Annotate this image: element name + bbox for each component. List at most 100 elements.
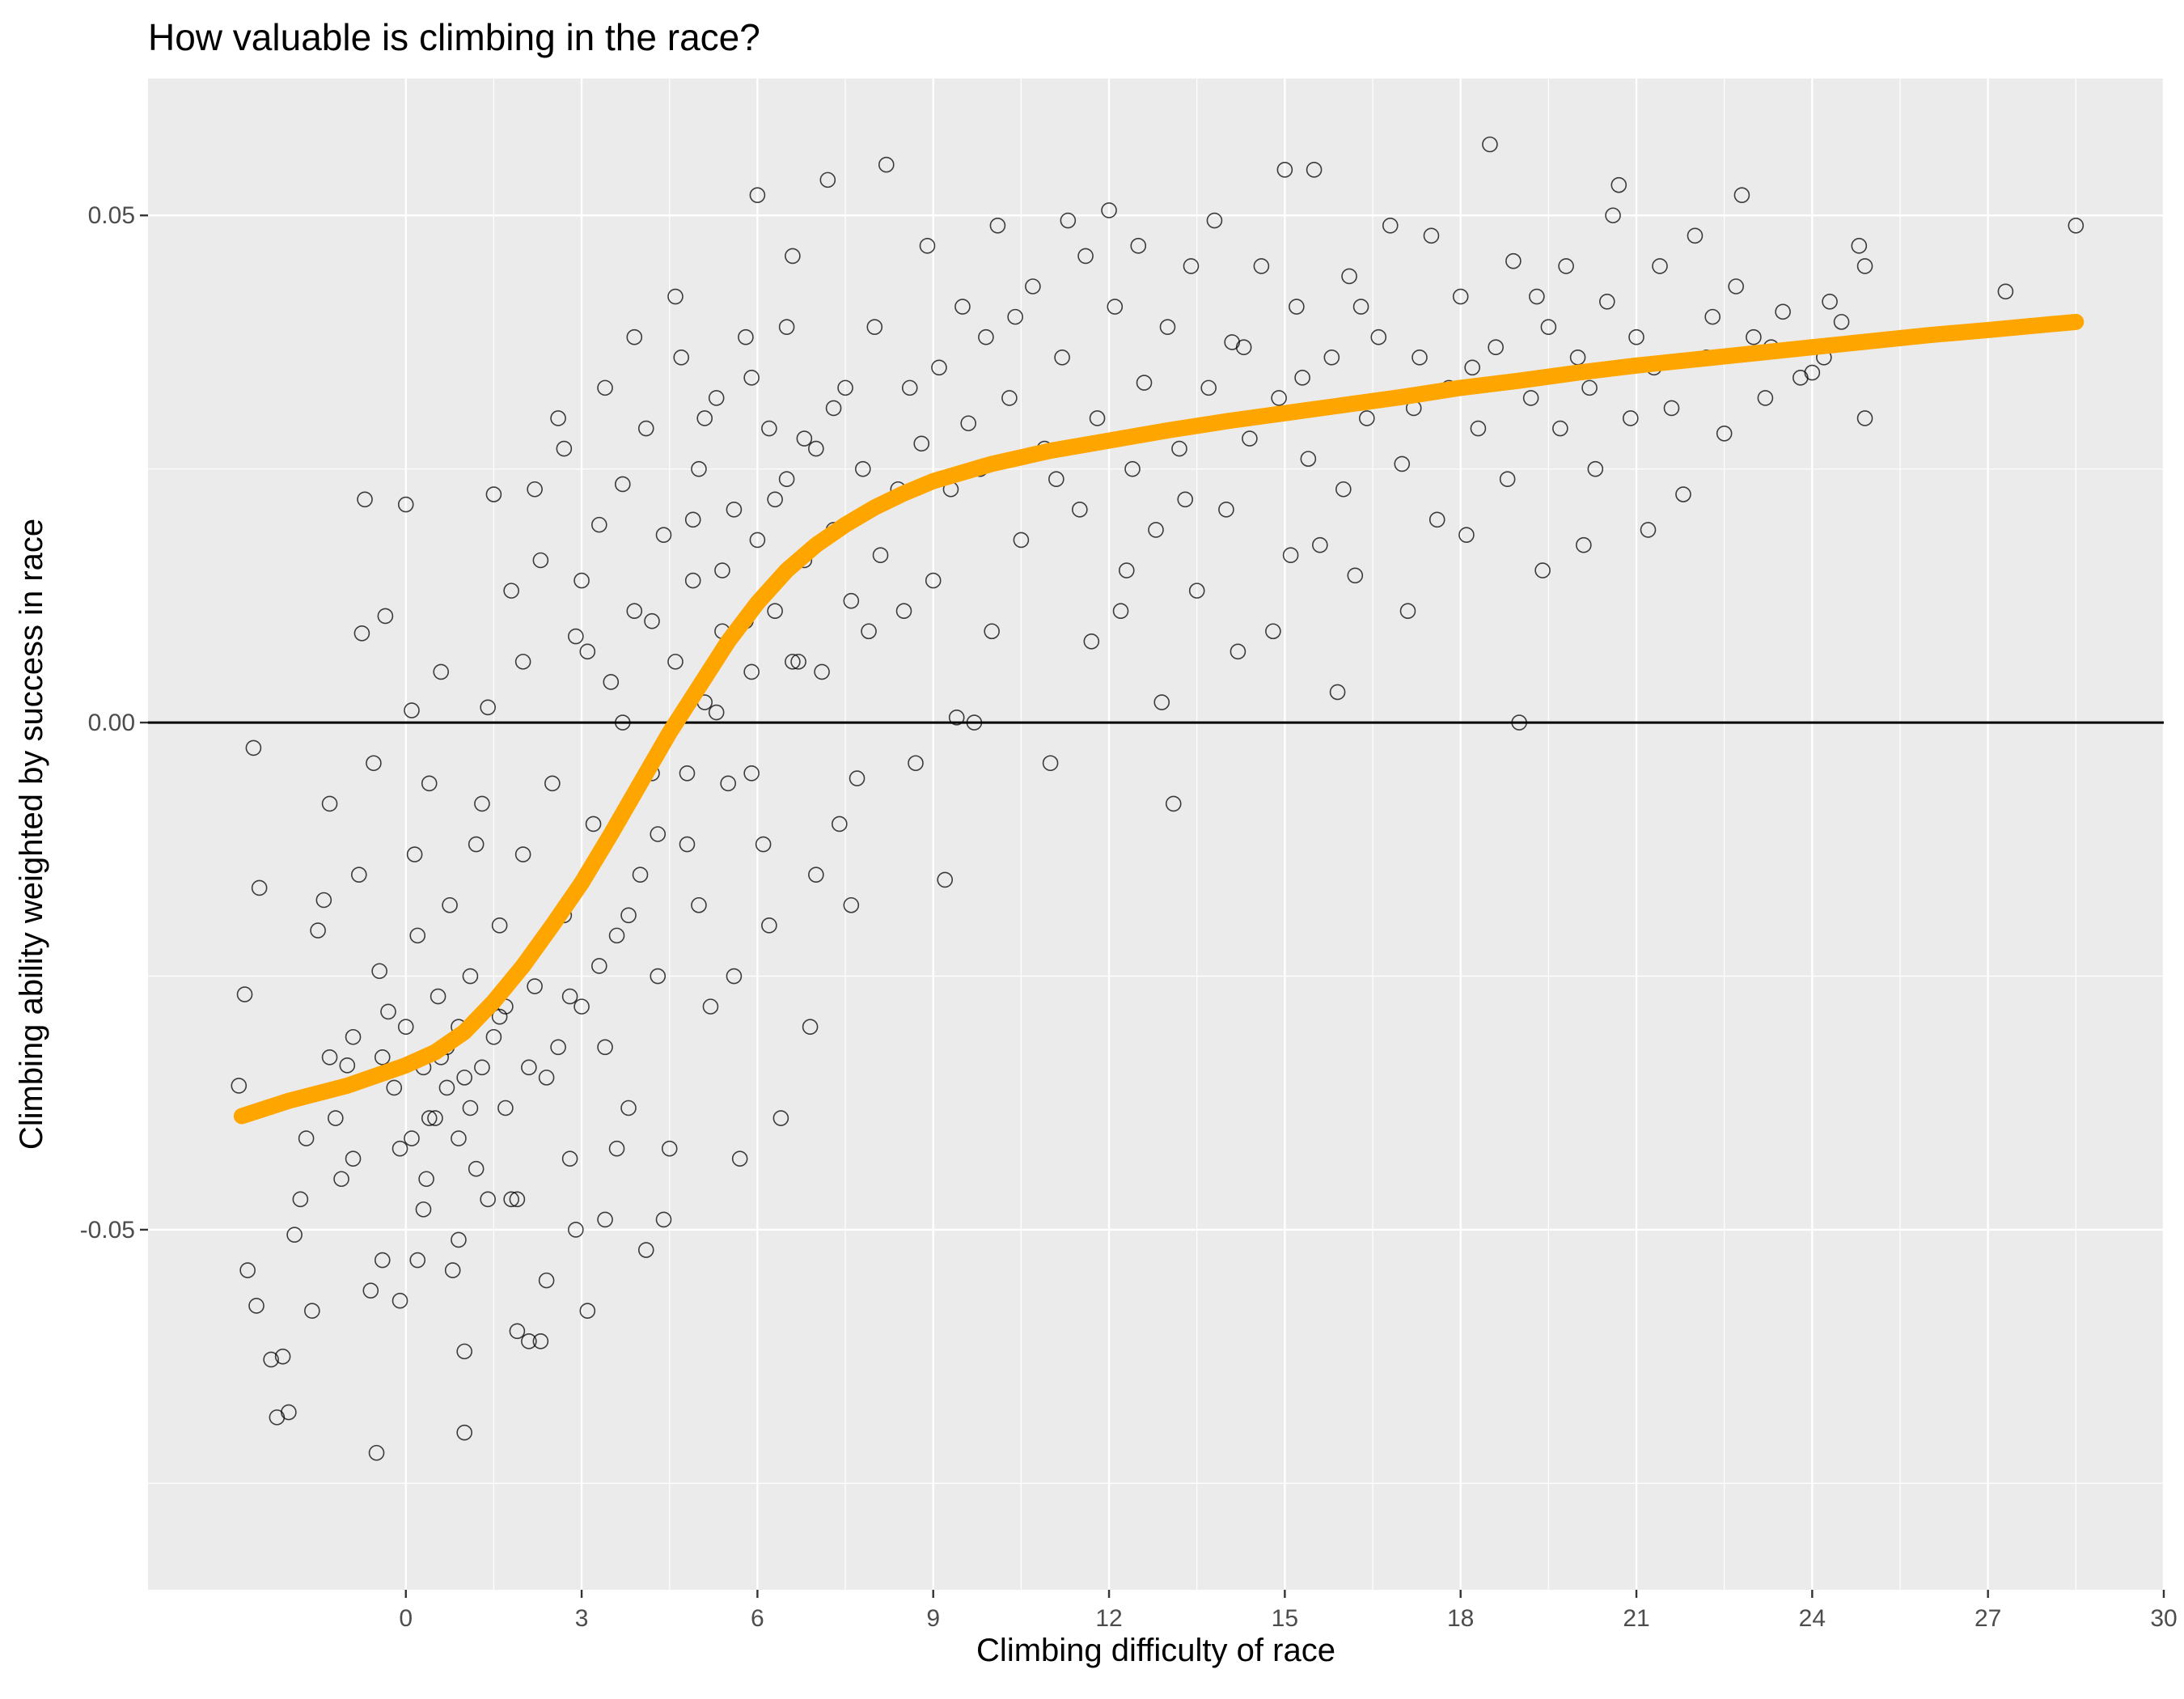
x-tick-label: 15 bbox=[1272, 1605, 1298, 1632]
data-point bbox=[861, 623, 877, 640]
data-point bbox=[1675, 486, 1691, 502]
data-point bbox=[679, 765, 696, 782]
data-point bbox=[527, 978, 543, 994]
data-point bbox=[626, 328, 643, 345]
data-point bbox=[843, 896, 860, 913]
data-point bbox=[339, 1057, 356, 1074]
data-point bbox=[377, 608, 394, 625]
data-point bbox=[1757, 390, 1774, 406]
data-point bbox=[491, 917, 508, 934]
data-point bbox=[984, 623, 1000, 640]
data-point bbox=[684, 572, 701, 589]
data-point bbox=[333, 1171, 349, 1188]
data-points bbox=[231, 136, 2085, 1461]
data-point bbox=[1341, 268, 1357, 285]
data-point bbox=[691, 460, 707, 477]
data-point bbox=[1576, 536, 1592, 553]
data-point bbox=[749, 187, 766, 203]
data-point bbox=[591, 516, 607, 533]
data-point bbox=[743, 370, 760, 386]
y-tick-label: 0.05 bbox=[88, 202, 135, 229]
data-point bbox=[673, 349, 690, 366]
data-point bbox=[451, 1130, 467, 1146]
data-point bbox=[849, 770, 866, 786]
data-point bbox=[620, 1099, 637, 1116]
data-point bbox=[474, 795, 490, 812]
data-point bbox=[1610, 176, 1627, 193]
data-point bbox=[714, 562, 730, 578]
data-point bbox=[1101, 202, 1117, 218]
data-point bbox=[474, 1059, 490, 1076]
data-point bbox=[1534, 562, 1551, 578]
data-point bbox=[720, 775, 736, 792]
data-point bbox=[514, 654, 531, 670]
data-point bbox=[374, 1252, 391, 1269]
data-point bbox=[462, 968, 479, 985]
data-point bbox=[691, 896, 707, 913]
data-point bbox=[503, 1191, 519, 1208]
data-point bbox=[409, 927, 426, 944]
x-tick-label: 18 bbox=[1447, 1605, 1474, 1632]
data-point bbox=[1206, 212, 1223, 229]
data-point bbox=[1148, 522, 1164, 538]
data-point bbox=[1235, 339, 1252, 356]
data-point bbox=[1177, 491, 1194, 508]
data-point bbox=[743, 663, 760, 680]
data-point bbox=[620, 907, 637, 924]
data-point bbox=[561, 988, 578, 1005]
data-point bbox=[785, 248, 801, 265]
x-axis-title: Climbing difficulty of race bbox=[976, 1633, 1335, 1668]
data-point bbox=[1394, 455, 1411, 472]
data-point bbox=[954, 299, 971, 315]
data-point bbox=[1599, 294, 1615, 310]
x-tick-label: 12 bbox=[1095, 1605, 1122, 1632]
data-point bbox=[527, 481, 543, 498]
data-point bbox=[468, 1160, 485, 1177]
data-point bbox=[644, 612, 660, 629]
data-point bbox=[406, 846, 423, 862]
data-point bbox=[614, 476, 631, 493]
data-point bbox=[1089, 410, 1106, 426]
data-point bbox=[521, 1333, 537, 1349]
data-point bbox=[321, 1049, 338, 1066]
data-point bbox=[579, 1303, 596, 1320]
data-point bbox=[767, 491, 783, 508]
data-point bbox=[350, 866, 367, 883]
data-point bbox=[292, 1191, 309, 1208]
data-point bbox=[1136, 375, 1153, 391]
data-point bbox=[1358, 410, 1375, 426]
data-point bbox=[1001, 390, 1018, 406]
data-point bbox=[1230, 643, 1246, 660]
x-tick-label: 0 bbox=[399, 1605, 413, 1632]
data-point bbox=[1153, 694, 1170, 710]
data-point bbox=[485, 1028, 502, 1045]
data-point bbox=[438, 1079, 455, 1096]
data-point bbox=[767, 603, 783, 619]
data-point bbox=[1107, 299, 1124, 315]
data-point bbox=[1464, 359, 1480, 376]
data-point bbox=[1856, 258, 1873, 274]
panel-background bbox=[148, 78, 2164, 1590]
data-point bbox=[802, 1019, 819, 1036]
data-point bbox=[1652, 258, 1668, 274]
data-point bbox=[1428, 511, 1445, 528]
data-point bbox=[304, 1303, 320, 1320]
data-point bbox=[345, 1028, 362, 1045]
data-point bbox=[456, 1343, 472, 1360]
data-point bbox=[374, 1049, 391, 1066]
data-point bbox=[514, 846, 531, 862]
data-point bbox=[1499, 471, 1516, 488]
data-point bbox=[989, 217, 1006, 234]
data-point bbox=[1822, 294, 1838, 310]
data-point bbox=[731, 1150, 748, 1167]
data-point bbox=[1581, 379, 1598, 396]
data-point bbox=[1289, 299, 1305, 315]
data-point bbox=[1118, 562, 1135, 578]
data-point bbox=[1271, 390, 1287, 406]
data-point bbox=[1253, 258, 1270, 274]
data-point bbox=[433, 663, 450, 680]
data-point bbox=[978, 328, 994, 345]
data-point bbox=[931, 359, 947, 376]
data-point bbox=[1072, 502, 1088, 518]
grid-major bbox=[148, 78, 2165, 1590]
